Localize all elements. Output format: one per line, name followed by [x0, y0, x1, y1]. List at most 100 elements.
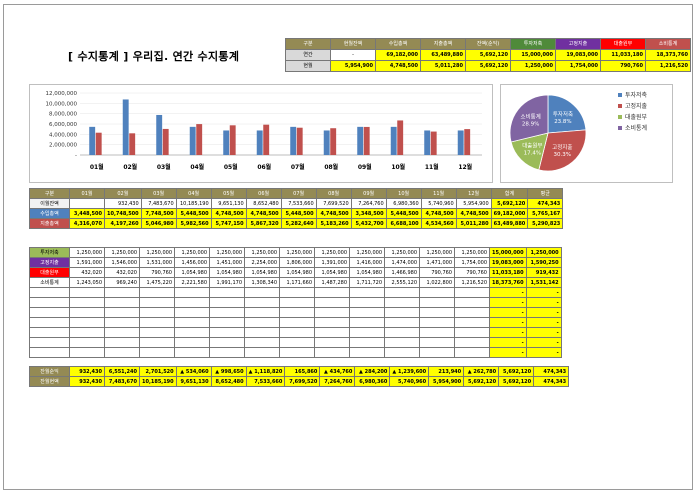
- table-cell: 7,699,520: [284, 376, 321, 387]
- table-cell: [104, 297, 140, 308]
- table-cell: 1,546,000: [104, 257, 140, 268]
- table-cell: [29, 307, 70, 318]
- table-cell: [349, 287, 385, 298]
- table-cell: -: [489, 347, 527, 358]
- table-cell: 5,432,700: [350, 218, 387, 229]
- pie-slice-name: 대출원부: [522, 142, 542, 150]
- table-cell: 2,555,120: [384, 277, 420, 288]
- table-cell: ▲ 534,060: [175, 366, 212, 377]
- table-cell: 1,591,000: [69, 257, 105, 268]
- monthly-totals-table: 구분 01월 02월 03월 04월 05월 06월 07월 08월 09월 10월 11월 12월 합계…: [29, 188, 564, 229]
- table-cell: [279, 327, 315, 338]
- column-header: 07월: [280, 188, 317, 199]
- bar-expense: [229, 125, 236, 155]
- table-cell: 3,448,500: [69, 208, 105, 219]
- legend-swatch: [618, 93, 622, 97]
- table-cell: 7,533,660: [280, 198, 317, 209]
- table-cell: -: [489, 307, 527, 318]
- table-cell: [29, 317, 70, 328]
- bar-income: [156, 114, 163, 155]
- table-cell: [384, 337, 420, 348]
- summary-cell: 1,216,520: [645, 60, 691, 72]
- table-cell: ▲ 1,239,600: [389, 366, 430, 377]
- table-cell: -: [525, 307, 562, 318]
- empty-row: --: [29, 317, 562, 328]
- table-cell: 1,250,000: [314, 247, 350, 258]
- table-cell: [174, 327, 210, 338]
- pie-slice: [547, 94, 587, 134]
- table-cell: 5,867,320: [245, 218, 282, 229]
- table-cell: [69, 317, 105, 328]
- table-cell: [349, 347, 385, 358]
- row-label: 잔월순익: [29, 366, 70, 377]
- table-header-row: 구분 01월 02월 03월 04월 05월 06월 07월 08월 09월 10월 11월 12월 합계…: [29, 188, 564, 199]
- table-cell: ▲ 998,650: [210, 366, 247, 377]
- table-cell: 6,980,360: [385, 198, 422, 209]
- pie-slice-name: 소비통계: [521, 112, 541, 120]
- column-header: 12월: [455, 188, 492, 199]
- table-cell: [29, 297, 70, 308]
- table-cell: [454, 337, 490, 348]
- table-cell: -: [525, 287, 562, 298]
- row-label: 지출총액: [29, 218, 70, 229]
- table-row: 소비통계 1,243,050 969,240 1,475,220 2,221,580 1,…: [29, 277, 562, 288]
- table-cell: 6,688,100: [385, 218, 422, 229]
- table-cell: -: [525, 327, 562, 338]
- table-cell: 1,054,980: [349, 267, 385, 278]
- table-cell: 1,250,000: [174, 247, 210, 258]
- table-cell: 7,264,760: [350, 198, 387, 209]
- table-cell: 10,185,190: [175, 198, 212, 209]
- row-label: 대출원부: [29, 267, 70, 278]
- summary-cell: 15,000,000: [510, 49, 556, 61]
- table-cell: 165,860: [284, 366, 321, 377]
- summary-row-month: 현월 5,954,900 4,748,500 5,011,280 5,692,1…: [285, 60, 691, 72]
- table-cell: 4,316,070: [69, 218, 105, 229]
- table-cell: 10,748,500: [104, 208, 142, 219]
- empty-row: --: [29, 347, 562, 358]
- table-cell: [104, 307, 140, 318]
- table-cell: 1,250,000: [525, 247, 562, 258]
- table-cell: 932,430: [104, 198, 142, 209]
- summary-header: 대출원부: [600, 38, 646, 50]
- table-cell: [209, 337, 245, 348]
- table-cell: 69,182,000: [490, 208, 529, 219]
- table-cell: 1,711,720: [349, 277, 385, 288]
- column-header: 구분: [29, 188, 70, 199]
- table-cell: 1,250,000: [419, 247, 455, 258]
- table-cell: [419, 327, 455, 338]
- table-cell: 1,531,142: [525, 277, 562, 288]
- table-cell: 5,982,560: [175, 218, 212, 229]
- table-cell: [104, 347, 140, 358]
- empty-row: --: [29, 287, 562, 298]
- bar-income: [256, 130, 263, 155]
- table-cell: 5,692,120: [490, 198, 529, 209]
- summary-cell: 5,954,900: [330, 60, 376, 72]
- table-cell: [104, 287, 140, 298]
- table-cell: 4,534,560: [420, 218, 457, 229]
- table-cell: 919,432: [525, 267, 562, 278]
- legend-label: 대출원부: [625, 113, 648, 121]
- legend-label: 투자저축: [625, 91, 648, 99]
- table-cell: 4,748,500: [210, 208, 247, 219]
- table-cell: 790,760: [139, 267, 175, 278]
- table-cell: 1,171,660: [279, 277, 315, 288]
- table-cell: [139, 337, 175, 348]
- bar-income: [424, 130, 431, 155]
- column-header: 10월: [385, 188, 422, 199]
- table-cell: [314, 337, 350, 348]
- table-cell: 5,765,167: [527, 208, 564, 219]
- table-row: 수입총액 3,448,500 10,748,500 7,748,500 5,448,50…: [29, 208, 564, 219]
- row-label: 수입총액: [29, 208, 70, 219]
- table-row: 이월잔액 932,430 7,483,670 10,185,190 9,651,130 8…: [29, 198, 564, 209]
- table-cell: 969,240: [104, 277, 140, 288]
- table-cell: [104, 317, 140, 328]
- bar-income: [457, 130, 464, 155]
- table-cell: 1,216,520: [454, 277, 490, 288]
- summary-row-annual: 연간 - 69,182,000 63,489,880 5,692,120 15,…: [285, 49, 691, 61]
- table-cell: 1,022,800: [419, 277, 455, 288]
- bar-income: [290, 126, 297, 155]
- table-cell: 7,264,760: [319, 376, 356, 387]
- column-header: 합계: [490, 188, 529, 199]
- summary-cell: 19,083,000: [555, 49, 601, 61]
- table-cell: [69, 287, 105, 298]
